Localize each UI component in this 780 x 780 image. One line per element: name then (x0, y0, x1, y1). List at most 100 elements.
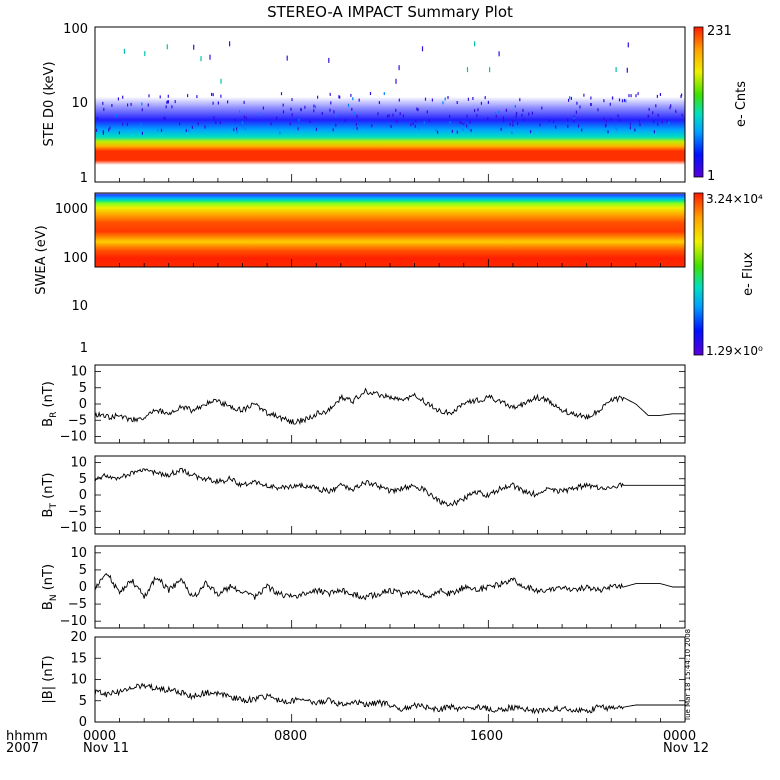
ste-count-dot (657, 122, 659, 126)
ste-count-dot (437, 130, 439, 134)
ste-count-dot (233, 128, 235, 132)
ste-count-dot (531, 111, 533, 115)
ste-count-dot (603, 99, 605, 103)
ste-count-dot (314, 105, 317, 109)
ste-count-dot (117, 97, 119, 101)
ste-count-dot (578, 124, 580, 128)
ste-count-dot (185, 129, 187, 132)
ste-count-dot (515, 111, 518, 115)
ste-count-dot (619, 118, 621, 122)
ste-count-dot (243, 115, 245, 119)
ste-count-dot (402, 114, 404, 118)
ste-count-dot (130, 102, 132, 106)
ste-count-dot (350, 93, 352, 97)
ste-count-dot (573, 117, 575, 121)
ste-count-dot (449, 114, 451, 118)
ste-count-dot (474, 41, 476, 47)
ste-count-dot (217, 101, 219, 105)
br-series-line (94, 387, 685, 426)
ste-count-dot (193, 44, 195, 50)
ste-count-dot (648, 107, 650, 111)
ste-count-dot (166, 100, 168, 104)
ste-count-dot (656, 94, 658, 98)
ste-count-dot (383, 92, 385, 96)
ste-count-dot (431, 98, 433, 102)
ste-count-dot (470, 128, 472, 132)
ste-colorbar-label: e- Cnts (734, 81, 749, 127)
date-end: Nov 12 (663, 741, 709, 756)
bt-series-line (94, 467, 685, 507)
ste-count-dot (637, 92, 639, 96)
ste-count-dot (657, 113, 659, 117)
ste-colorbar-max: 231 (707, 24, 732, 39)
ste-count-dot (615, 126, 617, 130)
ste-count-dot (435, 128, 437, 132)
ste-count-dot (412, 122, 414, 125)
ste-count-dot (335, 114, 337, 117)
ste-count-dot (610, 117, 612, 121)
ste-count-dot (456, 130, 458, 134)
ste-count-dot (108, 128, 110, 132)
ste-count-dot (123, 48, 125, 54)
xtick-0800: 0800 (274, 729, 307, 744)
ste-count-dot (329, 92, 331, 96)
ste-count-dot (369, 92, 372, 95)
ste-count-dot (304, 105, 306, 109)
ste-count-dot (472, 97, 474, 100)
ste-count-dot (515, 114, 517, 118)
ste-count-dot (245, 116, 247, 120)
ste-count-dot (498, 51, 500, 57)
ste-count-dot (576, 101, 578, 105)
ste-count-dot (414, 124, 416, 128)
ste-count-dot (243, 100, 245, 104)
ste-count-dot (335, 123, 337, 127)
bt-ytick-label: −5 (68, 504, 87, 519)
ste-count-dot (159, 95, 161, 99)
ste-count-dot (487, 100, 489, 104)
ste-count-dot (451, 129, 453, 133)
ste-count-dot (300, 107, 302, 111)
ste-count-dot (118, 131, 120, 135)
ste-count-dot (541, 106, 543, 110)
ste-count-dot (329, 108, 331, 112)
swea-colorbar-label: e- Flux (741, 252, 756, 296)
ste-count-dot (242, 126, 244, 130)
ste-count-dot (555, 125, 557, 129)
ste-count-dot (519, 98, 521, 102)
ste-count-dot (463, 122, 465, 126)
ste-count-dot (630, 94, 632, 98)
ste-count-dot (629, 126, 631, 130)
ste-count-dot (241, 121, 244, 125)
ste-count-dot (213, 116, 215, 120)
ste-count-dot (625, 99, 627, 103)
ste-count-dot (103, 107, 105, 111)
ste-count-dot (279, 131, 281, 135)
ste-count-dot (456, 101, 458, 104)
ste-ylabel: STE D0 (keV) (42, 61, 57, 146)
ste-count-dot (498, 110, 500, 114)
ste-count-dot (244, 127, 247, 131)
ste-count-dot (358, 98, 360, 102)
bn-ytick-label: −10 (60, 614, 87, 629)
magbmag-ytick-label: 20 (70, 630, 87, 645)
ste-count-dot (669, 106, 671, 110)
ste-count-dot (603, 117, 605, 121)
ste-count-dot (239, 110, 241, 114)
xtick-0000: 0000 (83, 729, 116, 744)
ste-count-dot (165, 105, 167, 109)
ste-count-dot (387, 114, 389, 118)
ste-count-dot (388, 114, 390, 118)
ste-count-dot (675, 109, 677, 113)
ste-count-dot (522, 108, 524, 112)
ste-count-dot (215, 120, 217, 124)
bn-ytick-label: −5 (68, 597, 87, 612)
ste-count-dot (590, 103, 592, 106)
ste-count-dot (484, 96, 486, 100)
ste-count-dot (96, 128, 98, 132)
ste-count-dot (568, 98, 570, 102)
ste-count-dot (477, 108, 479, 112)
ste-count-dot (164, 117, 166, 121)
ste-count-dot (416, 107, 418, 111)
